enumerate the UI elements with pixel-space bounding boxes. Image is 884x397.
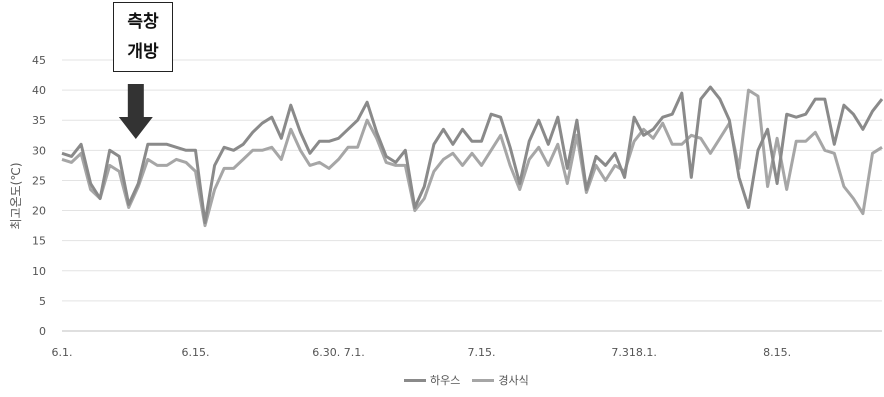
x-axis-ticks: 6.1. 6.15. 6.30. 7.1. 7.15. 7.318.1. 8.15. [52, 346, 792, 359]
legend-item-house: 하우스 [404, 372, 460, 388]
annotation-line-2: 개방 [127, 42, 159, 62]
y-tick-label: 20 [32, 205, 46, 218]
x-tick-label: 6.15. [181, 346, 209, 359]
y-tick-label: 15 [32, 235, 46, 248]
y-tick-label: 5 [39, 295, 46, 308]
x-tick-label: 6.30. 7.1. [312, 346, 364, 359]
arrow-head [118, 117, 153, 139]
y-tick-label: 25 [32, 174, 46, 187]
x-tick-label: 7.318.1. [611, 346, 656, 359]
x-tick-label: 6.1. [52, 346, 73, 359]
y-tick-label: 30 [32, 144, 46, 157]
annotation-arrow [118, 84, 153, 139]
legend-item-slope: 경사식 [472, 372, 529, 388]
annotation-callout: 측창 개방 [113, 2, 173, 72]
x-tick-label: 8.15. [763, 346, 791, 359]
annotation-line-1: 측창 [127, 12, 159, 32]
series-line [61, 85, 884, 225]
series-line [61, 88, 883, 228]
legend-swatch-house [404, 378, 426, 382]
legend-label-house: 하우스 [430, 374, 461, 387]
y-axis-label: 최고온도(℃) [9, 162, 23, 229]
y-tick-label: 10 [32, 265, 46, 278]
y-tick-label: 45 [32, 54, 46, 67]
x-tick-label: 7.15. [468, 346, 496, 359]
legend-label-slope: 경사식 [498, 374, 529, 387]
y-tick-label: 35 [32, 114, 46, 127]
y-tick-label: 0 [39, 325, 46, 338]
y-axis-ticks: 0 5 10 15 20 25 30 35 40 45 [32, 54, 46, 338]
legend-swatch-slope [472, 378, 495, 382]
y-tick-label: 40 [32, 84, 46, 97]
legend: 하우스 경사식 [404, 372, 529, 388]
series-lines [61, 85, 884, 228]
arrow-shaft [127, 84, 144, 118]
